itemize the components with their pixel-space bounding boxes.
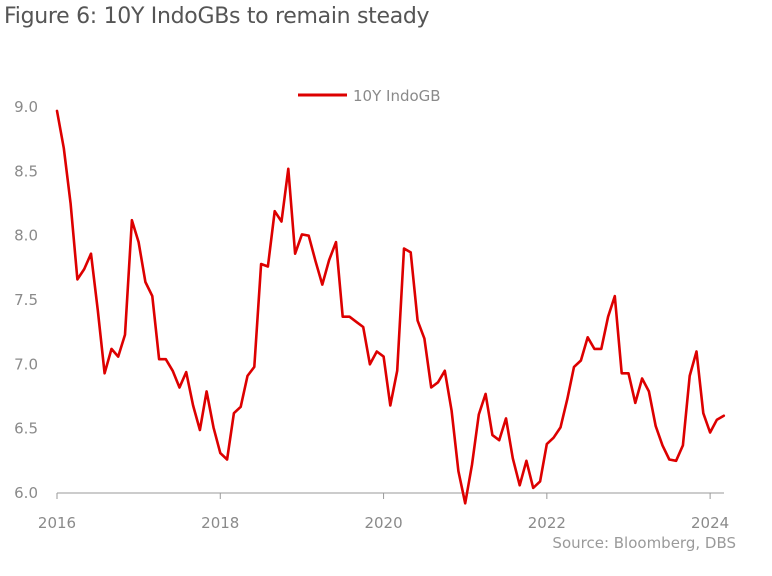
x-tick-label: 2016 — [38, 514, 76, 532]
x-axis-ticks: 2016 2018 2020 2022 2024 — [38, 493, 729, 532]
y-axis-ticks: 9.0 8.5 8.0 7.5 7.0 6.5 6.0 — [14, 98, 38, 502]
y-tick-label: 8.0 — [14, 227, 38, 245]
series-lines — [55, 109, 726, 505]
y-tick-label: 8.5 — [14, 162, 38, 180]
y-tick-label: 9.0 — [14, 98, 38, 116]
x-tick-label: 2018 — [201, 514, 239, 532]
x-tick-label: 2022 — [528, 514, 566, 532]
legend-label: 10Y IndoGB — [353, 87, 441, 105]
chart-title: Figure 6: 10Y IndoGBs to remain steady — [4, 4, 430, 29]
y-tick-label: 7.0 — [14, 355, 38, 373]
legend: 10Y IndoGB — [298, 87, 441, 105]
y-tick-label: 7.5 — [14, 291, 38, 309]
y-tick-label: 6.0 — [14, 484, 38, 502]
source-note: Source: Bloomberg, DBS — [552, 534, 736, 552]
y-tick-label: 6.5 — [14, 420, 38, 438]
series-line-10y-indogb — [55, 109, 726, 505]
x-tick-label: 2020 — [364, 514, 402, 532]
x-tick-label: 2024 — [691, 514, 729, 532]
